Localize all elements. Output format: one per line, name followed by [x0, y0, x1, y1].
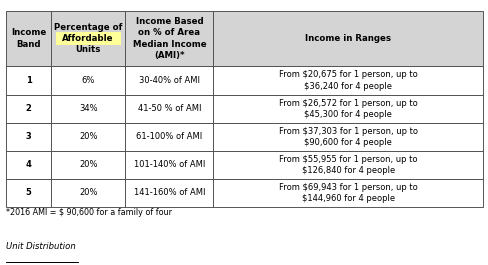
Bar	[6, 11, 51, 67]
Bar	[213, 95, 482, 123]
Bar	[51, 95, 125, 123]
Bar	[51, 123, 125, 151]
Bar	[125, 179, 213, 207]
Text: 34%: 34%	[79, 104, 97, 113]
Text: From $20,675 for 1 person, up to
$36,240 for 4 people: From $20,675 for 1 person, up to $36,240…	[278, 70, 417, 91]
Bar	[125, 11, 213, 67]
Bar	[6, 151, 51, 179]
Text: From $37,303 for 1 person, up to
$90,600 for 4 people: From $37,303 for 1 person, up to $90,600…	[278, 127, 417, 147]
Text: Income Based
on % of Area
Median Income
(AMI)*: Income Based on % of Area Median Income …	[132, 17, 206, 60]
Bar	[6, 151, 51, 179]
Text: 6%: 6%	[81, 76, 95, 85]
Bar	[213, 11, 482, 67]
Bar	[213, 123, 482, 151]
Text: Unit Distribution: Unit Distribution	[6, 242, 76, 251]
Text: From $26,572 for 1 person, up to
$45,300 for 4 people: From $26,572 for 1 person, up to $45,300…	[278, 99, 417, 119]
Bar	[125, 95, 213, 123]
Text: 5: 5	[25, 188, 31, 197]
Text: 1: 1	[25, 76, 31, 85]
Text: 2: 2	[25, 104, 31, 113]
Text: 141-160% of AMI: 141-160% of AMI	[133, 188, 204, 197]
Text: Income
Band: Income Band	[11, 29, 46, 48]
Bar	[125, 151, 213, 179]
Text: 41-50 % of AMI: 41-50 % of AMI	[137, 104, 201, 113]
Text: 4: 4	[25, 160, 31, 169]
Text: From $69,943 for 1 person, up to
$144,960 for 4 people: From $69,943 for 1 person, up to $144,96…	[278, 183, 417, 203]
Bar	[51, 11, 125, 67]
Bar	[51, 67, 125, 95]
Bar	[6, 67, 51, 95]
Bar	[125, 123, 213, 151]
Bar	[213, 67, 482, 95]
Bar	[125, 11, 213, 67]
Bar	[51, 123, 125, 151]
Bar	[51, 179, 125, 207]
Bar	[6, 123, 51, 151]
Bar	[213, 151, 482, 179]
Bar	[51, 151, 125, 179]
Bar	[51, 95, 125, 123]
Text: 101-140% of AMI: 101-140% of AMI	[133, 160, 204, 169]
Bar	[125, 67, 213, 95]
Text: 20%: 20%	[79, 160, 97, 169]
Bar	[213, 179, 482, 207]
Text: Income in Ranges: Income in Ranges	[305, 34, 390, 43]
Bar	[6, 95, 51, 123]
Bar	[125, 179, 213, 207]
Bar	[51, 11, 125, 67]
Text: 20%: 20%	[79, 132, 97, 141]
Bar	[125, 123, 213, 151]
Bar	[125, 95, 213, 123]
Bar	[6, 11, 51, 67]
Bar	[213, 67, 482, 95]
Text: 61-100% of AMI: 61-100% of AMI	[136, 132, 202, 141]
Bar	[125, 67, 213, 95]
Bar	[213, 151, 482, 179]
Text: *2016 AMI = $ 90,600 for a family of four: *2016 AMI = $ 90,600 for a family of fou…	[6, 208, 171, 217]
Bar	[51, 67, 125, 95]
Text: 20%: 20%	[79, 188, 97, 197]
Text: 30-40% of AMI: 30-40% of AMI	[139, 76, 200, 85]
Text: From $55,955 for 1 person, up to
$126,840 for 4 people: From $55,955 for 1 person, up to $126,84…	[279, 154, 417, 175]
Bar	[6, 179, 51, 207]
Text: 3: 3	[25, 132, 31, 141]
Bar	[213, 179, 482, 207]
Bar	[125, 151, 213, 179]
Bar	[51, 179, 125, 207]
Bar	[6, 179, 51, 207]
Bar	[213, 11, 482, 67]
Bar	[6, 123, 51, 151]
Bar	[213, 95, 482, 123]
Text: Percentage of
Affordable
Units: Percentage of Affordable Units	[54, 23, 122, 54]
Bar	[213, 123, 482, 151]
Bar	[6, 67, 51, 95]
Bar	[56, 32, 121, 45]
Bar	[6, 95, 51, 123]
Bar	[51, 151, 125, 179]
